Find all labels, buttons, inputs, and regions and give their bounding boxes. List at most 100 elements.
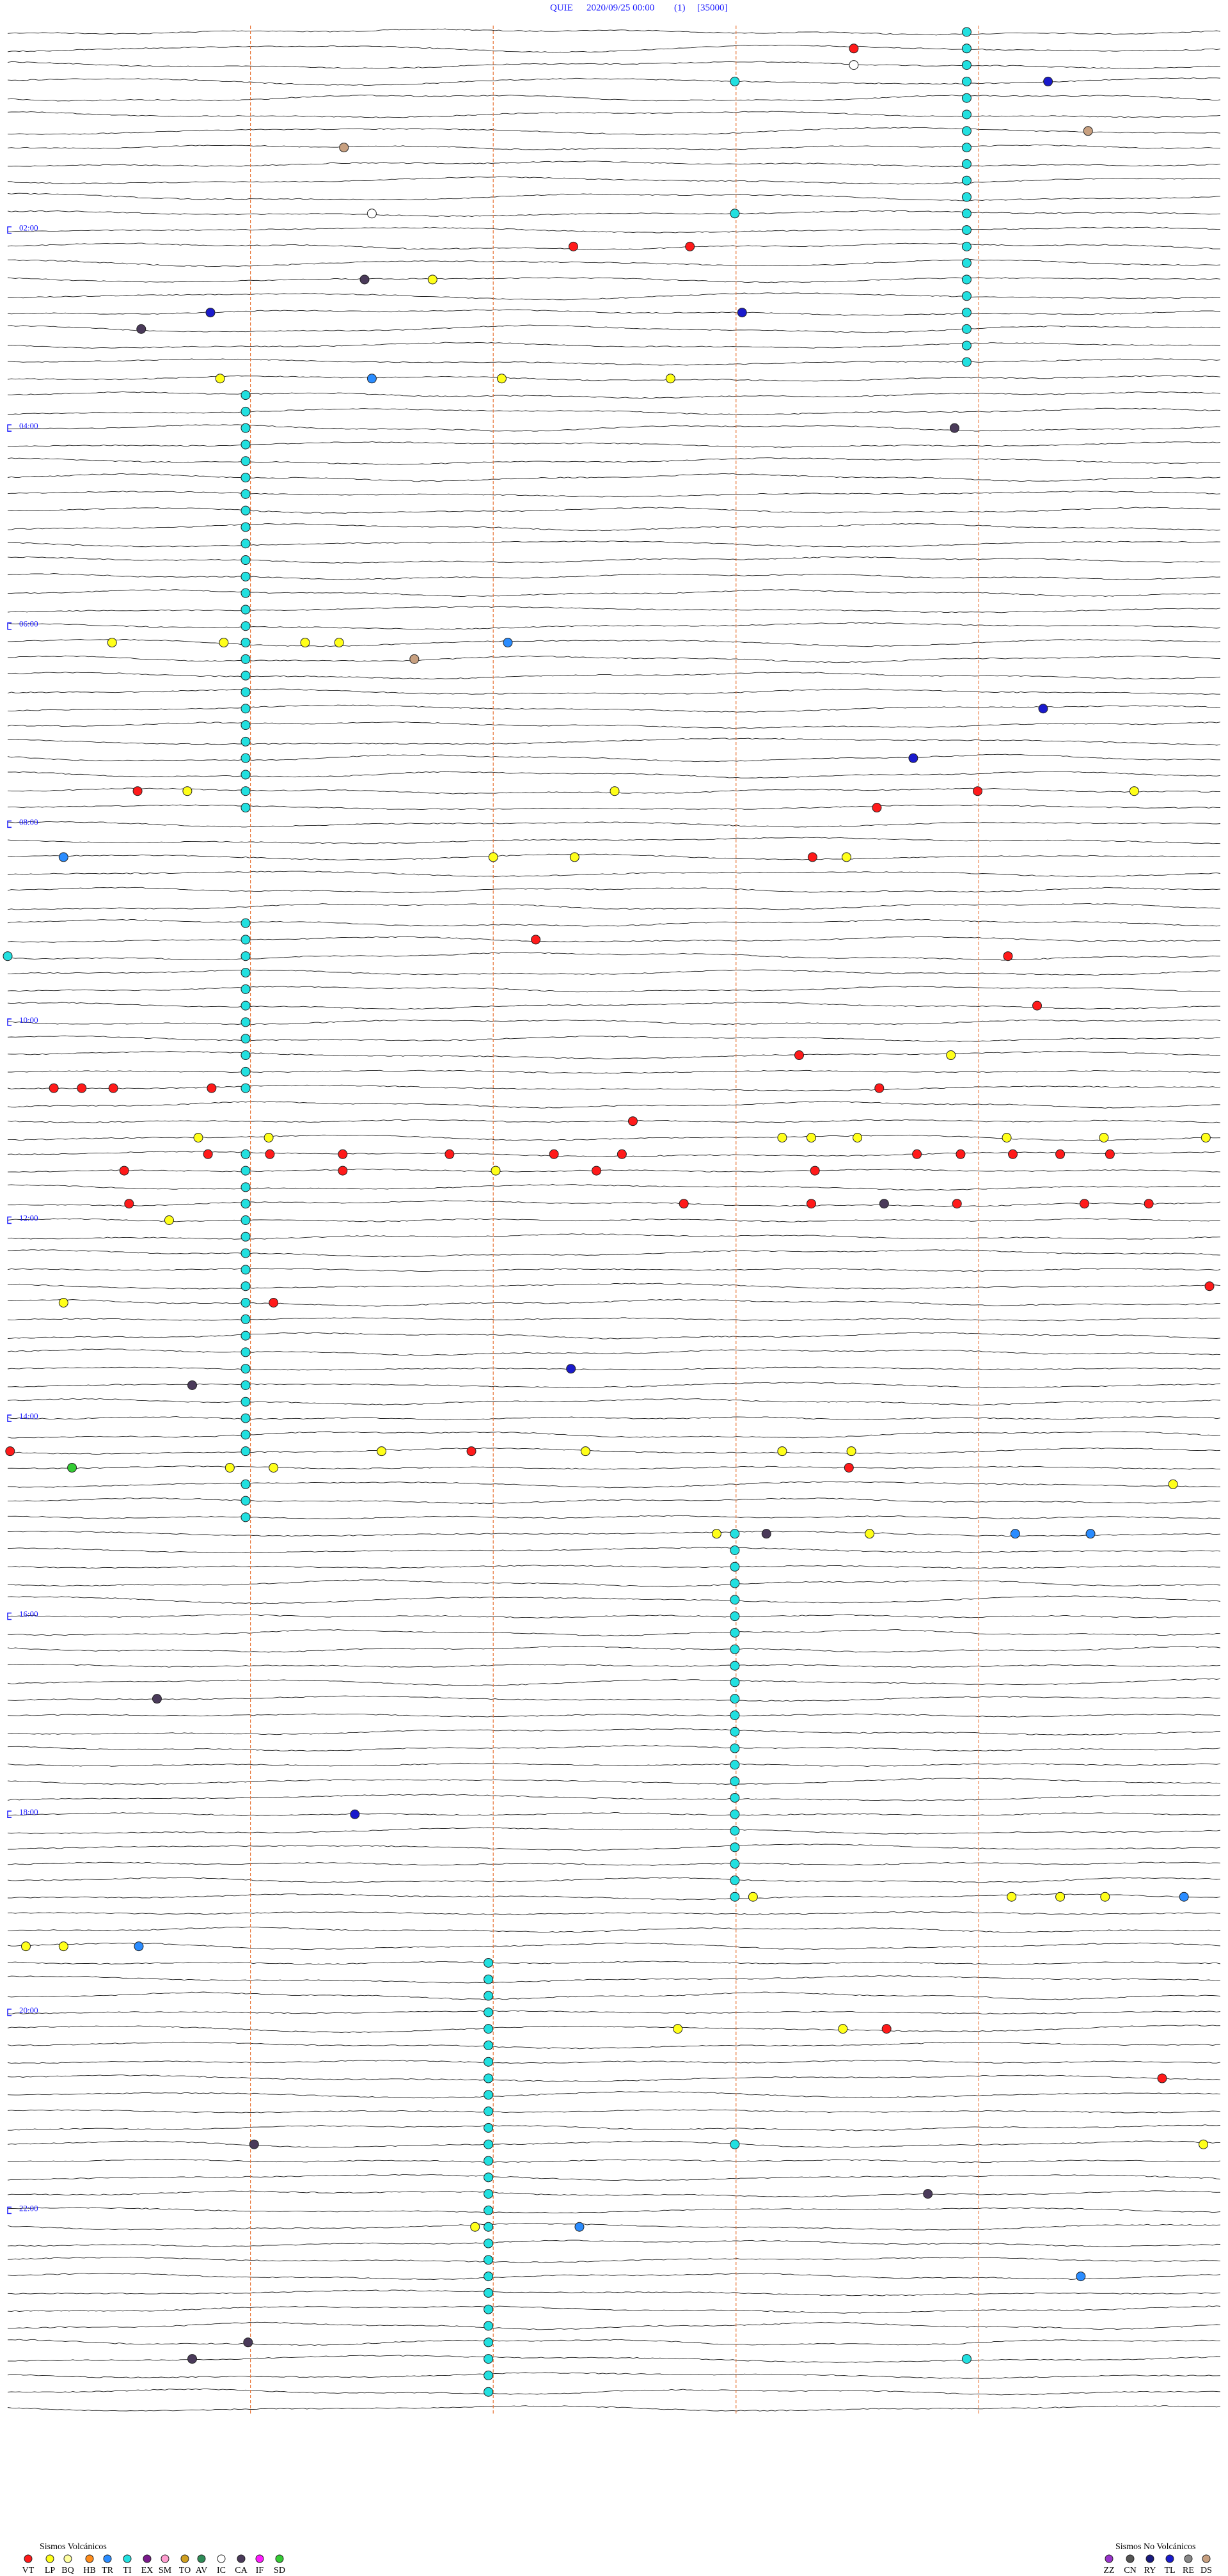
event-lp bbox=[193, 1133, 203, 1143]
event-ti bbox=[240, 1281, 251, 1292]
legend-marker bbox=[103, 2554, 112, 2563]
event-ti bbox=[240, 604, 251, 615]
event-lp bbox=[1129, 786, 1139, 796]
trace bbox=[7, 952, 1220, 961]
event-ti bbox=[240, 1512, 251, 1522]
trace bbox=[7, 1431, 1221, 1439]
trace bbox=[7, 2109, 1221, 2114]
trace bbox=[7, 2140, 1221, 2148]
trace bbox=[7, 1629, 1221, 1637]
station: QUIE bbox=[550, 3, 573, 13]
trace bbox=[7, 2289, 1221, 2296]
trace bbox=[7, 2240, 1221, 2247]
trace bbox=[7, 1728, 1220, 1735]
event-ti bbox=[484, 2238, 494, 2248]
event-vt bbox=[973, 786, 983, 796]
legend-marker bbox=[1105, 2554, 1114, 2563]
event-ti bbox=[240, 1265, 251, 1275]
trace bbox=[7, 2158, 1221, 2163]
trace bbox=[7, 1035, 1221, 1042]
event-ti bbox=[240, 1364, 251, 1374]
event-vt bbox=[108, 1083, 118, 1093]
trace bbox=[7, 903, 1220, 910]
legend-marker bbox=[45, 2554, 54, 2563]
hour-label: 02:00 bbox=[19, 223, 38, 233]
event-ti bbox=[730, 1727, 740, 1737]
hour-bracket bbox=[7, 1216, 12, 1224]
trace bbox=[7, 754, 1220, 763]
event-lp bbox=[777, 1133, 787, 1143]
event-ti bbox=[484, 2172, 494, 2183]
trace bbox=[7, 342, 1221, 349]
legend-label: TO bbox=[179, 2566, 191, 2575]
event-lp bbox=[300, 638, 310, 648]
event-vt bbox=[1144, 1199, 1154, 1209]
event-lp bbox=[1007, 1892, 1017, 1902]
event-ic bbox=[366, 209, 377, 219]
trace bbox=[7, 358, 1221, 366]
trace bbox=[7, 672, 1221, 680]
trace bbox=[7, 176, 1221, 185]
event-ti bbox=[240, 786, 251, 796]
event-ti bbox=[484, 2106, 494, 2117]
trace bbox=[7, 1911, 1221, 1915]
event-ti bbox=[240, 1314, 251, 1324]
event-ti bbox=[730, 1826, 740, 1836]
event-ds bbox=[1083, 126, 1093, 136]
event-ti bbox=[484, 2321, 494, 2331]
event-lp bbox=[665, 374, 675, 384]
event-vt bbox=[1204, 1281, 1215, 1292]
event-ti bbox=[484, 2272, 494, 2282]
event-tr bbox=[366, 374, 377, 384]
legend-label: ZZ bbox=[1103, 2566, 1114, 2575]
trace bbox=[7, 1861, 1221, 1866]
trace bbox=[7, 210, 1221, 217]
event-ti bbox=[240, 588, 251, 598]
event-ti bbox=[240, 1182, 251, 1192]
event-ti bbox=[730, 1776, 740, 1787]
legend-marker bbox=[1126, 2554, 1135, 2563]
event-lp bbox=[1200, 1133, 1211, 1143]
trace bbox=[7, 491, 1221, 498]
event-ti bbox=[484, 1991, 494, 2001]
trace bbox=[7, 936, 1221, 943]
event-ti bbox=[961, 2354, 972, 2364]
legend-marker bbox=[237, 2554, 246, 2563]
trace bbox=[7, 2405, 1221, 2412]
event-ti bbox=[961, 291, 972, 301]
event-lp bbox=[58, 1297, 68, 1308]
trace bbox=[7, 2091, 1221, 2099]
trace bbox=[7, 2256, 1221, 2263]
hour-bracket bbox=[7, 622, 12, 630]
event-lp bbox=[838, 2024, 848, 2034]
hour-bracket bbox=[7, 2206, 12, 2215]
trace bbox=[7, 1877, 1221, 1883]
event-lp bbox=[470, 2222, 480, 2232]
trace bbox=[7, 541, 1221, 548]
trace bbox=[7, 1961, 1221, 1965]
hour-label: 06:00 bbox=[19, 619, 38, 629]
event-lp bbox=[215, 374, 225, 384]
event-vt bbox=[466, 1446, 476, 1457]
event-ti bbox=[484, 2337, 494, 2348]
event-vt bbox=[49, 1083, 59, 1093]
trace bbox=[7, 1466, 1221, 1470]
event-vt bbox=[207, 1083, 217, 1093]
event-ti bbox=[484, 2156, 494, 2166]
trace bbox=[7, 1663, 1221, 1668]
event-vt bbox=[874, 1083, 885, 1093]
trace bbox=[7, 2321, 1221, 2330]
trace bbox=[7, 2273, 1221, 2280]
trace bbox=[7, 1481, 1221, 1489]
event-ti bbox=[240, 1248, 251, 1258]
legend-label: CA bbox=[235, 2566, 248, 2575]
event-vt bbox=[132, 786, 143, 796]
event-lp bbox=[182, 786, 193, 796]
event-ti bbox=[484, 2288, 494, 2298]
event-vt bbox=[338, 1149, 348, 1159]
event-tr bbox=[1179, 1892, 1189, 1902]
trace bbox=[7, 871, 1221, 878]
trace bbox=[7, 1497, 1221, 1505]
event-ca bbox=[243, 2337, 253, 2348]
event-ti bbox=[240, 704, 251, 714]
